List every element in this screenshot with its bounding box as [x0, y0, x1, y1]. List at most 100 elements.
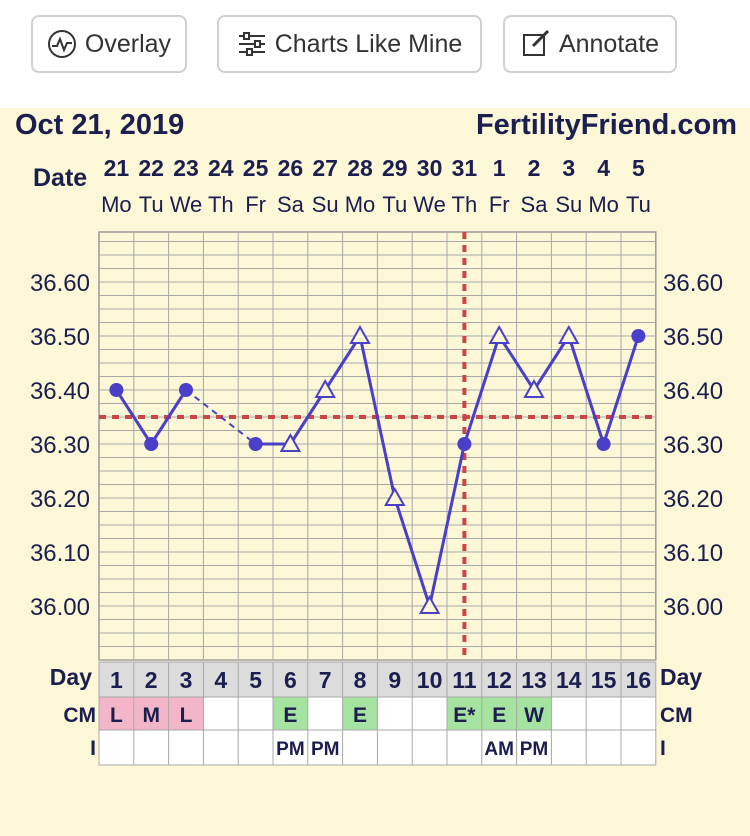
temperature-point-triangle: [279, 432, 302, 452]
date-label: 28: [347, 155, 373, 181]
day-number: 11: [452, 667, 477, 693]
series-segment: [567, 335, 606, 445]
cm-value: E: [353, 704, 367, 727]
series-segment: [532, 335, 571, 391]
date-label: 30: [417, 155, 443, 181]
cm-value: E: [492, 704, 506, 727]
date-label: 5: [632, 155, 645, 181]
y-tick-label-left: 36.10: [30, 540, 90, 567]
weekday-label: Mo: [101, 192, 132, 217]
temperature-point: [248, 437, 263, 451]
cm-value: W: [524, 704, 544, 727]
weekday-label: We: [170, 192, 203, 217]
temperature-point-triangle: [488, 324, 510, 344]
annotate-button[interactable]: Annotate: [503, 15, 677, 73]
series-segment: [323, 335, 362, 391]
y-tick-label-right: 36.40: [663, 378, 723, 405]
day-number: 1: [110, 667, 123, 693]
y-tick-label-left: 36.60: [30, 270, 90, 297]
cm-cell-fill: [99, 697, 134, 730]
weekday-label: Fr: [245, 192, 266, 217]
series-segment: [149, 389, 188, 445]
day-number: 16: [626, 667, 652, 693]
series-segment-dashed: [185, 389, 257, 445]
overlay-button[interactable]: Overlay: [31, 15, 187, 73]
temperature-point-triangle: [418, 594, 441, 614]
cm-cell-fill: [516, 697, 552, 730]
chart-date-title: Oct 21, 2019: [15, 109, 185, 141]
edit-icon: [522, 29, 550, 56]
temperature-point: [631, 329, 646, 343]
intercourse-value: PM: [311, 739, 340, 760]
cm-value: L: [180, 704, 193, 727]
weekday-label: Mo: [588, 192, 619, 217]
date-label: 1: [493, 155, 506, 181]
day-number: 8: [354, 667, 367, 693]
weekday-label: Tu: [382, 192, 407, 217]
weekday-label: Su: [555, 192, 582, 217]
weekday-label: Fr: [489, 192, 510, 217]
cm-cell-fill: [133, 697, 169, 730]
y-tick-label-left: 36.40: [30, 378, 90, 405]
temperature-point: [457, 437, 472, 451]
cm-cell-fill: [168, 697, 204, 730]
date-label: 21: [104, 155, 130, 181]
weekday-label: Tu: [139, 192, 164, 217]
overlay-label: Overlay: [84, 29, 172, 58]
intercourse-value: PM: [520, 739, 549, 760]
weekday-label: Tu: [626, 192, 651, 217]
day-number: 10: [417, 667, 443, 693]
cm-row-label-right: CM: [660, 704, 693, 727]
day-number: 4: [214, 667, 227, 693]
y-tick-label-right: 36.60: [663, 270, 723, 297]
temperature-point-triangle: [384, 486, 406, 506]
toolbar: Overlay Charts Like Mine Annotate: [0, 0, 750, 100]
y-tick-label-right: 36.50: [663, 324, 723, 351]
y-tick-label-right: 36.30: [663, 432, 723, 459]
day-number: 5: [249, 667, 262, 693]
date-label: 27: [312, 155, 338, 181]
date-label: 31: [452, 155, 478, 181]
y-tick-label-right: 36.20: [663, 486, 723, 513]
charts-like-mine-button[interactable]: Charts Like Mine: [217, 15, 482, 73]
annotate-label: Annotate: [558, 29, 660, 58]
y-tick-label-left: 36.20: [30, 486, 90, 513]
series-segment: [358, 335, 397, 499]
i-row-label-left: I: [90, 737, 96, 760]
temperature-point-triangle: [349, 324, 371, 344]
date-label: 23: [173, 155, 199, 181]
day-number: 14: [556, 667, 582, 693]
day-number: 2: [145, 667, 158, 693]
date-label: 3: [562, 155, 575, 181]
date-label: 29: [382, 155, 408, 181]
intercourse-value: AM: [484, 739, 514, 760]
cm-value: E*: [453, 704, 476, 727]
cm-cell-fill: [447, 697, 482, 730]
sliders-icon: [238, 32, 265, 56]
weekday-label: Sa: [521, 192, 549, 217]
cm-row-label-left: CM: [63, 704, 96, 727]
temperature-point-triangle: [523, 378, 545, 398]
day-number: 7: [319, 667, 332, 693]
day-number: 12: [486, 667, 512, 693]
temperature-point-triangle: [558, 324, 580, 344]
temperature-point: [596, 437, 611, 451]
y-tick-label-left: 36.00: [30, 594, 90, 621]
date-row-label: Date: [33, 164, 88, 192]
day-row-label-right: Day: [660, 664, 702, 690]
charts-like-mine-label: Charts Like Mine: [274, 29, 463, 58]
day-number: 3: [180, 667, 193, 693]
cm-value: L: [110, 704, 123, 727]
pulse-icon: [47, 30, 76, 58]
date-label: 24: [208, 155, 234, 181]
day-number: 15: [591, 667, 617, 693]
cm-value: M: [142, 704, 160, 727]
cm-value: E: [283, 704, 297, 727]
series-segment: [393, 497, 432, 607]
cm-cell-fill: [273, 697, 308, 730]
date-label: 26: [278, 155, 304, 181]
y-tick-label-right: 36.00: [663, 594, 723, 621]
weekday-label: Mo: [345, 192, 376, 217]
temperature-point: [179, 383, 193, 397]
